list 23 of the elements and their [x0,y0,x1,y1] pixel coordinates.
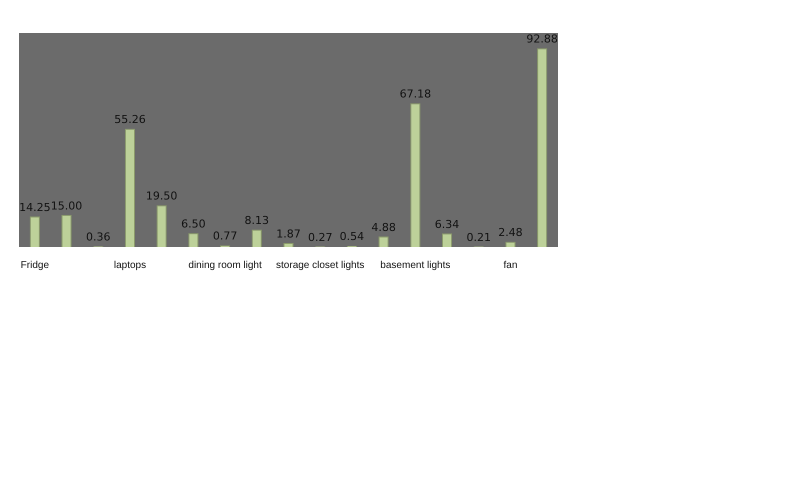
data-label: 92.88 [526,32,558,46]
data-label: 0.36 [86,230,111,244]
data-label: 15.00 [50,199,82,212]
data-label: 19.50 [146,190,178,203]
data-label: 6.34 [434,218,460,231]
data-label: 1.87 [276,227,301,240]
x-tick-label: basement lights [380,260,450,271]
data-label: 0.21 [466,230,491,244]
x-tick-label: laptops [114,260,146,271]
data-label: 6.50 [181,217,206,230]
data-label: 14.25 [19,200,51,214]
x-tick-label: dining room light [188,260,262,271]
data-label: 4.88 [371,220,396,234]
data-label: 67.18 [400,88,432,101]
data-label: 0.77 [212,230,238,243]
data-label: 0.54 [340,230,364,244]
x-tick-label: fan [503,260,518,271]
data-label: 8.13 [244,214,270,227]
data-label: 2.48 [498,226,523,240]
data-label: 55.26 [114,113,146,126]
x-tick-label: storage closet lights [276,260,364,271]
data-label: 0.27 [308,230,332,244]
x-tick-label: Fridge [20,260,50,271]
